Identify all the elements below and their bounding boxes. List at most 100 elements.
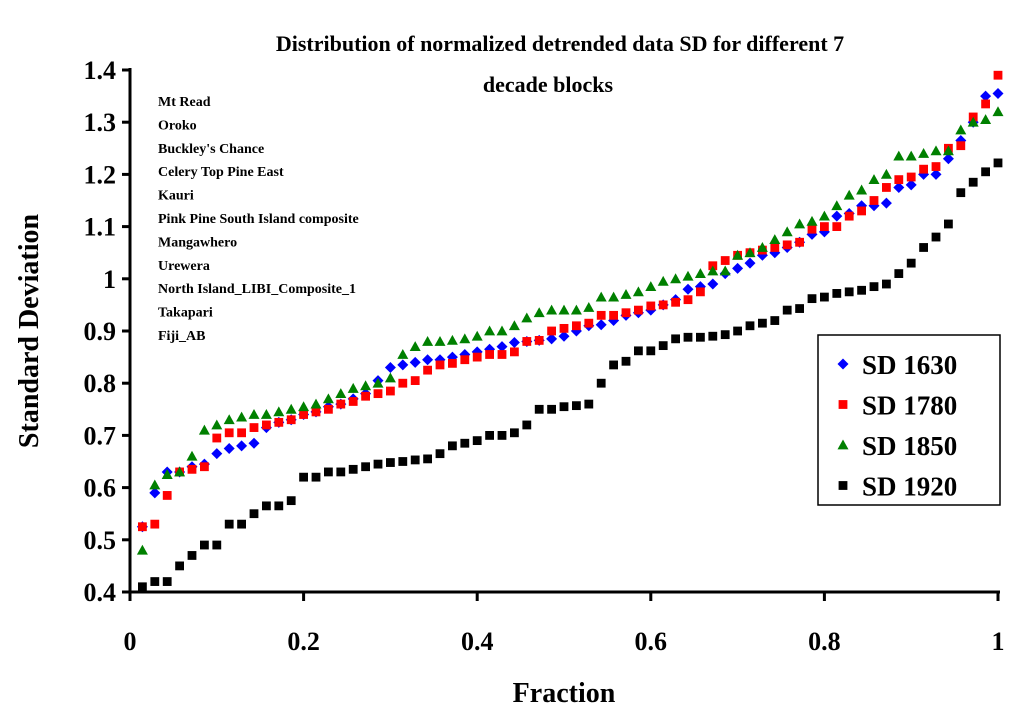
data-point	[658, 341, 668, 351]
data-point	[212, 540, 222, 550]
data-point	[224, 519, 234, 529]
y-tick-label: 0.5	[84, 526, 117, 555]
data-point	[485, 431, 494, 440]
data-point	[795, 237, 804, 247]
data-point	[744, 247, 756, 258]
data-point	[893, 150, 905, 161]
data-point	[732, 249, 744, 260]
data-point	[931, 232, 941, 242]
data-point	[186, 450, 198, 461]
data-point	[224, 428, 234, 438]
data-point	[533, 307, 545, 318]
data-point	[707, 278, 719, 290]
site-label: Kauri	[158, 189, 194, 204]
data-point	[322, 393, 334, 404]
data-point	[818, 210, 830, 221]
data-point	[595, 291, 607, 302]
data-point	[621, 356, 631, 366]
data-point	[831, 210, 843, 222]
data-point	[906, 258, 916, 268]
data-point	[373, 389, 383, 399]
data-point	[372, 377, 384, 388]
data-point	[831, 200, 843, 211]
data-point	[993, 158, 1003, 168]
data-point	[758, 318, 767, 328]
data-point	[422, 354, 434, 366]
data-point	[657, 275, 669, 286]
data-point	[249, 423, 259, 432]
data-point	[733, 326, 742, 336]
data-point	[211, 419, 223, 430]
data-point	[572, 401, 581, 411]
legend-marker	[838, 400, 848, 409]
data-point	[980, 90, 992, 102]
data-point	[510, 347, 519, 357]
data-point	[200, 540, 209, 550]
data-point	[360, 380, 372, 391]
data-point	[596, 310, 606, 320]
site-label: Oroko	[158, 118, 197, 133]
data-point	[621, 308, 631, 318]
data-points	[136, 70, 1004, 592]
site-label: Buckley's Chance	[158, 142, 264, 157]
data-point	[448, 358, 457, 368]
x-tick-label: 0.8	[808, 627, 841, 656]
data-point	[682, 270, 694, 281]
data-point	[634, 305, 643, 315]
data-point	[558, 330, 570, 342]
data-point	[423, 454, 432, 464]
data-point	[175, 561, 184, 571]
data-point	[508, 336, 520, 348]
data-point	[471, 330, 483, 341]
data-point	[138, 582, 147, 592]
data-point	[781, 226, 793, 237]
data-point	[398, 457, 408, 466]
data-point	[794, 218, 806, 229]
site-label: Takapari	[158, 306, 213, 321]
data-point	[671, 297, 680, 307]
data-point	[696, 332, 705, 342]
data-point	[708, 331, 718, 341]
data-point	[905, 179, 917, 191]
data-point	[397, 348, 409, 359]
data-point	[348, 397, 358, 406]
data-point	[274, 417, 284, 427]
data-point	[150, 519, 160, 529]
data-point	[609, 360, 618, 370]
data-point	[274, 501, 284, 511]
data-point	[510, 428, 519, 438]
data-point	[620, 288, 632, 299]
data-point	[248, 437, 260, 449]
data-point	[807, 224, 817, 234]
data-point	[893, 181, 905, 193]
data-point	[696, 287, 705, 297]
data-point	[820, 222, 829, 231]
data-point	[496, 325, 508, 336]
data-point	[299, 410, 308, 419]
data-point	[410, 455, 420, 465]
y-tick-label: 1	[103, 265, 116, 294]
data-point	[324, 404, 333, 414]
data-point	[534, 404, 544, 414]
data-point	[880, 168, 892, 179]
data-point	[162, 491, 172, 500]
data-point	[942, 145, 954, 156]
y-tick-label: 0.8	[84, 369, 117, 398]
data-point	[583, 302, 595, 312]
data-point	[198, 424, 210, 435]
data-point	[187, 551, 197, 560]
legend-box	[817, 334, 1001, 506]
chart-title-line-1: Distribution of normalized detrended dat…	[276, 31, 844, 56]
data-point	[795, 304, 804, 313]
data-point	[806, 215, 818, 226]
data-point	[285, 403, 297, 414]
chart-title-line-2: decade blocks	[483, 72, 614, 97]
data-point	[756, 241, 768, 252]
data-point	[298, 401, 310, 412]
data-point	[249, 509, 259, 519]
data-point	[880, 197, 892, 209]
series-sd-1850	[136, 106, 1004, 555]
data-point	[335, 388, 347, 399]
data-point	[521, 312, 533, 323]
data-point	[919, 164, 928, 174]
